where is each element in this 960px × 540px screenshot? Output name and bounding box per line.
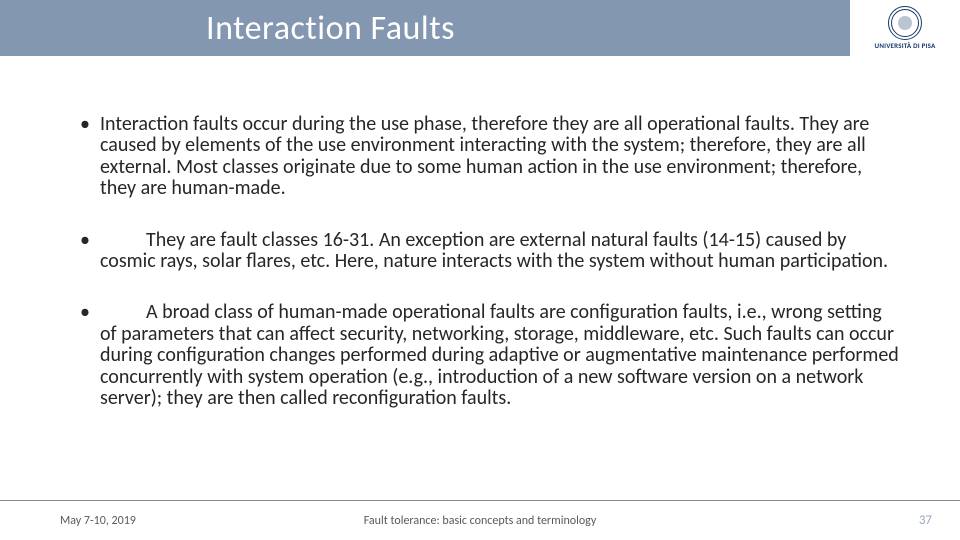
bullet-3: • A broad class of human-made operationa… <box>80 302 900 409</box>
content-area: • Interaction faults occur during the us… <box>0 56 960 540</box>
seal-icon <box>888 6 922 40</box>
slide: Interaction Faults UNIVERSITÀ DI PISA • … <box>0 0 960 540</box>
bullet-2-text: They are fault classes 16-31. An excepti… <box>100 228 888 273</box>
bullet-2: • They are fault classes 16-31. An excep… <box>80 230 900 273</box>
bullet-1: • Interaction faults occur during the us… <box>80 114 900 200</box>
slide-number: 37 <box>919 513 932 528</box>
bullet-3-text: A broad class of human-made operational … <box>100 300 899 410</box>
university-name: UNIVERSITÀ DI PISA <box>875 41 936 50</box>
footer-title: Fault tolerance: basic concepts and term… <box>364 514 597 528</box>
slide-title: Interaction Faults <box>206 8 455 49</box>
footer-date: May 7-10, 2019 <box>60 514 136 528</box>
bullet-1-text: Interaction faults occur during the use … <box>100 114 900 200</box>
university-logo: UNIVERSITÀ DI PISA <box>850 0 960 56</box>
footer: May 7-10, 2019 Fault tolerance: basic co… <box>0 500 960 540</box>
title-bar: Interaction Faults UNIVERSITÀ DI PISA <box>0 0 960 56</box>
